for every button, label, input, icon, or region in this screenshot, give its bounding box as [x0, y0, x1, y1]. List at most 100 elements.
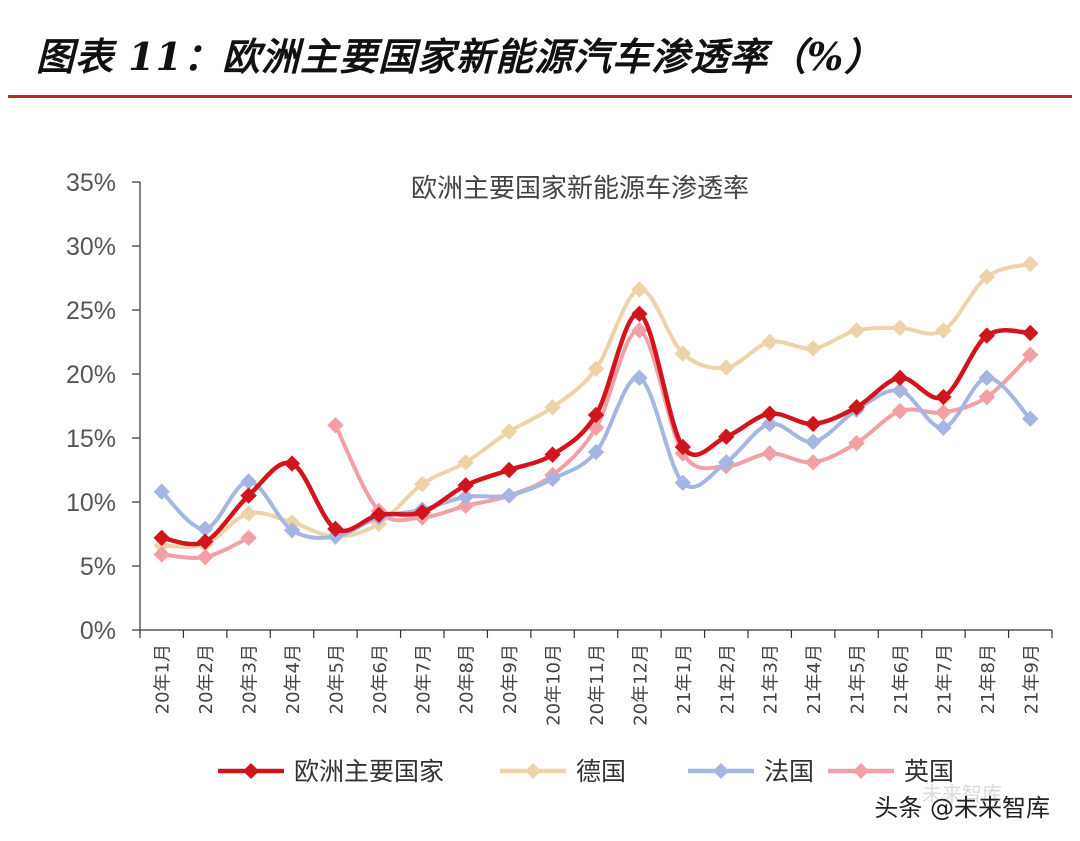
data-point [935, 404, 952, 421]
header-divider [8, 95, 1072, 98]
y-tick-label: 35% [66, 169, 116, 197]
data-point [848, 434, 865, 452]
legend-swatch-marker [243, 763, 259, 779]
legend-item: 欧洲主要国家 [218, 757, 444, 786]
data-point [414, 504, 431, 521]
series-1 [153, 305, 1039, 550]
legend-swatch-marker [713, 763, 729, 779]
data-point [674, 345, 692, 362]
series-line [159, 375, 1033, 540]
data-point [240, 529, 257, 547]
data-point [1022, 410, 1039, 428]
data-point [891, 369, 909, 387]
data-point [414, 475, 431, 493]
data-point [153, 483, 170, 500]
data-point [457, 488, 474, 506]
legend-label: 法国 [764, 757, 814, 786]
x-tick-label: 21年5月 [848, 644, 869, 714]
data-point [978, 327, 996, 344]
data-point [978, 268, 996, 285]
data-point [457, 477, 474, 494]
data-point [283, 521, 301, 539]
data-point [370, 506, 388, 524]
data-point [935, 419, 952, 436]
legend-label: 欧洲主要国家 [294, 757, 444, 786]
legend-label: 德国 [576, 757, 626, 786]
source-watermark: 头条 @未来智库 [874, 794, 1050, 822]
x-tick-label: 20年1月 [153, 644, 174, 714]
y-tick-label: 25% [66, 297, 116, 325]
x-tick-label: 21年7月 [934, 644, 955, 714]
y-tick-label: 10% [66, 489, 116, 517]
x-axis-labels: 20年1月 20年2月 20年3月 20年4月 20年5月 20年6月 20年7月 20年8月… [153, 644, 1043, 726]
legend-item: 英国 [828, 757, 954, 786]
x-tick-label: 21年6月 [891, 644, 912, 714]
x-tick-label: 20年7月 [413, 644, 434, 714]
x-tick-label: 20年11月 [587, 644, 608, 726]
data-point [761, 445, 778, 462]
x-tick-label: 20年6月 [370, 644, 391, 714]
data-point [587, 360, 605, 378]
report-header: 图表 11：欧洲主要国家新能源汽车渗透率（%） [0, 0, 1080, 100]
x-tick-label: 20年10月 [544, 644, 565, 726]
data-point [761, 333, 778, 351]
data-point [935, 388, 952, 406]
data-point [283, 455, 301, 472]
series-line [159, 311, 1033, 547]
chart-axes: 0% 5% 10% 15% 20% 25% 30% 35% [66, 169, 1053, 645]
series-2 [153, 255, 1039, 554]
x-tick-label: 20年3月 [240, 644, 261, 714]
x-tick-label: 20年4月 [283, 644, 304, 714]
data-point [631, 369, 648, 387]
data-point [457, 454, 474, 471]
data-point [761, 415, 778, 433]
data-point [544, 470, 561, 488]
data-point [500, 487, 518, 504]
series-3 [153, 369, 1039, 545]
data-point [848, 322, 865, 339]
data-point [240, 473, 257, 490]
legend-swatch-marker [853, 763, 869, 779]
legend-item: 法国 [688, 757, 814, 786]
x-tick-label: 21年1月 [674, 644, 695, 714]
y-tick-label: 30% [66, 233, 116, 261]
plot-area [153, 255, 1039, 566]
legend-label: 英国 [904, 757, 954, 786]
data-point [1022, 346, 1039, 364]
data-point [891, 382, 909, 399]
data-point [935, 322, 952, 339]
data-point [674, 474, 692, 492]
data-point [891, 319, 909, 337]
legend-swatch-marker [525, 763, 541, 779]
data-point [718, 454, 735, 471]
data-point [587, 406, 605, 424]
data-point [804, 454, 822, 471]
y-tick-label: 20% [66, 361, 116, 389]
data-point [500, 423, 518, 440]
data-point [674, 438, 692, 456]
x-tick-label: 20年8月 [457, 644, 478, 714]
data-point [1022, 324, 1039, 342]
x-tick-label: 20年9月 [500, 644, 521, 714]
x-tick-label: 20年2月 [196, 644, 217, 714]
data-point [978, 369, 996, 387]
y-tick-label: 5% [80, 553, 116, 581]
x-tick-label: 21年4月 [804, 644, 825, 714]
data-point [761, 405, 778, 422]
data-point [891, 402, 909, 420]
data-point [196, 548, 214, 566]
x-tick-label: 21年2月 [717, 644, 738, 714]
data-point [718, 359, 735, 376]
chart-title: 欧洲主要国家新能源车渗透率 [411, 174, 749, 204]
data-point [1022, 255, 1039, 273]
data-point [587, 443, 605, 461]
data-point [196, 533, 214, 550]
x-tick-label: 20年12月 [630, 644, 651, 726]
legend-item: 德国 [500, 757, 626, 786]
data-point [153, 529, 170, 547]
faint-watermark: 未来智库 [922, 782, 1002, 806]
data-point [544, 399, 561, 416]
data-point [327, 416, 344, 434]
data-point [631, 305, 648, 323]
